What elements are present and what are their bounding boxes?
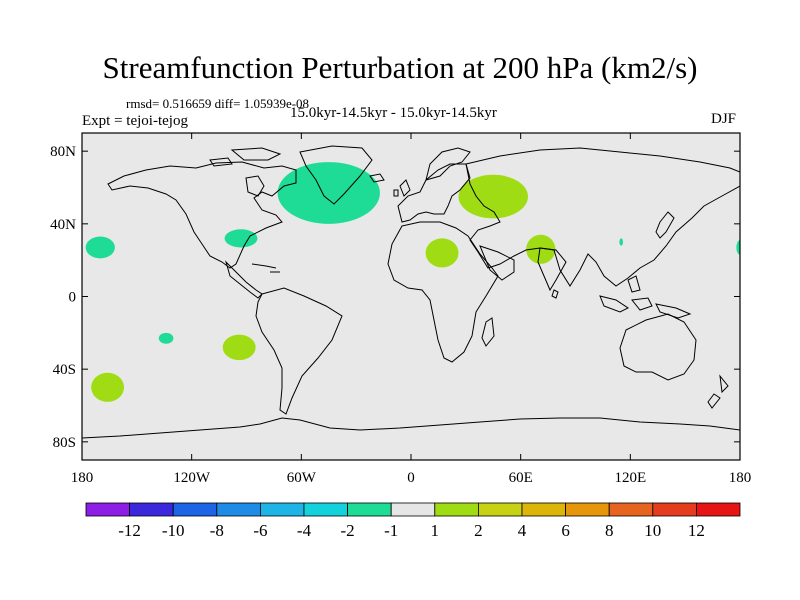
anomaly-region-2 <box>85 236 115 259</box>
colorbar-swatch <box>696 502 741 517</box>
colorbar-swatch <box>565 502 610 517</box>
anomaly-region-4 <box>158 332 174 344</box>
colorbar-swatch <box>259 502 305 517</box>
coastlines <box>82 145 740 439</box>
coastline-british-isles <box>393 179 411 197</box>
colorbar-label: -6 <box>253 521 267 540</box>
coastline-hudson-bay <box>245 175 265 197</box>
anomaly-region-9 <box>526 234 556 264</box>
anomaly-region-7 <box>458 174 528 219</box>
lon-tick-label: 60W <box>287 470 317 486</box>
colorbar-swatch <box>434 502 479 517</box>
colorbar-label: 6 <box>561 521 570 540</box>
map-background <box>82 133 740 460</box>
coastline-arabia <box>479 245 515 281</box>
coastline-sri-lanka <box>551 289 559 299</box>
period-subtitle: 15.0kyr-14.5kyr - 15.0kyr-14.5kyr <box>290 105 497 121</box>
coastline-antarctica <box>82 417 740 439</box>
coastline-asia <box>465 147 740 287</box>
lon-tick-label: 120E <box>614 470 646 486</box>
lon-tick-label: 180 <box>729 470 752 486</box>
coastline-caribbean <box>251 263 280 273</box>
colorbar-swatch <box>390 502 436 517</box>
colorbar-label: 8 <box>605 521 614 540</box>
lon-tick-label: 120W <box>173 470 211 486</box>
latitude-axis: 80N 40N 0 40S 80S <box>50 144 740 451</box>
anomaly-region-10 <box>619 238 624 246</box>
coastline-southeast-asia <box>599 275 692 319</box>
plot-title: Streamfunction Perturbation at 200 hPa (… <box>102 50 698 85</box>
rmsd-diff-stats: rmsd= 0.516659 diff= 1.05939e-08 <box>126 96 310 111</box>
lon-tick-label: 180 <box>71 470 94 486</box>
lat-tick-label: 0 <box>69 290 77 306</box>
coastline-madagascar <box>481 317 495 347</box>
anomaly-regions <box>85 162 740 402</box>
anomaly-region-1 <box>224 229 258 248</box>
colorbar-swatch <box>652 502 697 517</box>
colorbar-label: 1 <box>431 521 440 540</box>
coastline-scandinavia <box>425 147 471 181</box>
colorbar-swatch <box>303 502 348 517</box>
season-label: DJF <box>711 111 737 127</box>
colorbar-swatch <box>521 502 566 517</box>
coastline-north-america <box>107 161 297 269</box>
lat-tick-label: 80S <box>53 435 76 451</box>
coastline-iceland <box>369 173 385 183</box>
lat-tick-label: 40N <box>50 217 76 233</box>
colorbar-label: -2 <box>341 521 355 540</box>
coastline-greenland <box>299 145 373 205</box>
colorbar-label: -10 <box>162 521 185 540</box>
colorbar-swatch <box>172 502 218 517</box>
colorbar-swatch <box>608 502 654 517</box>
lon-tick-label: 60E <box>509 470 533 486</box>
colorbar-label: 12 <box>688 521 705 540</box>
coastline-arctic-islands <box>209 147 282 167</box>
colorbar-label: -8 <box>210 521 224 540</box>
colorbar-label: 10 <box>644 521 661 540</box>
anomaly-region-5 <box>91 372 125 402</box>
anomaly-region-3 <box>736 240 740 255</box>
colorbar-label: -4 <box>297 521 312 540</box>
coastline-new-zealand <box>707 374 729 409</box>
colorbar-label: -1 <box>384 521 398 540</box>
anomaly-region-0 <box>277 162 380 224</box>
coastline-australia <box>619 313 697 381</box>
colorbar-swatch <box>347 502 392 517</box>
coastline-europe <box>397 163 471 223</box>
colorbar-swatch <box>129 502 174 517</box>
coastline-india <box>537 247 567 292</box>
colorbar-label: 4 <box>518 521 527 540</box>
anomaly-region-6 <box>222 334 256 361</box>
colorbar-swatch <box>85 502 130 517</box>
colorbar-swatch <box>477 502 523 517</box>
lat-tick-label: 80N <box>50 144 76 160</box>
experiment-label: Expt = tejoi-tejog <box>82 113 188 129</box>
lat-tick-label: 40S <box>53 362 76 378</box>
colorbar: -12 -10 -8 -6 -4 -2 -1 1 2 4 6 8 10 12 <box>85 502 741 540</box>
lon-tick-label: 0 <box>407 470 415 486</box>
anomaly-region-8 <box>425 238 459 268</box>
coastline-africa <box>387 221 499 363</box>
longitude-axis: 180 120W 60W 0 60E 120E 180 <box>71 133 752 486</box>
coastline-south-america <box>255 287 343 415</box>
colorbar-label: 2 <box>474 521 483 540</box>
coastline-central-america <box>224 260 263 299</box>
colorbar-label: -12 <box>118 521 141 540</box>
colorbar-swatch <box>216 502 261 517</box>
coastline-japan <box>655 211 675 239</box>
